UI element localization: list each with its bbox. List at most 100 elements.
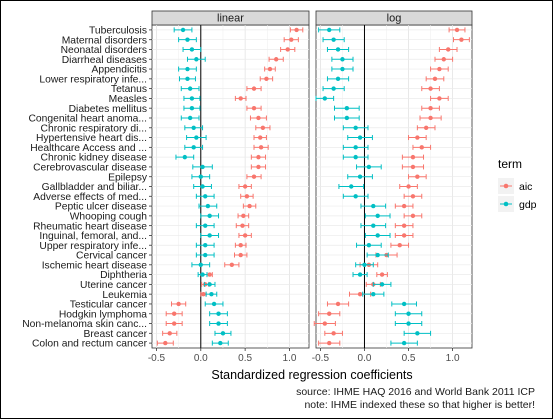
point-gdp <box>371 203 376 209</box>
legend-point-gdp <box>503 201 509 207</box>
x-tick-label-linear: 1.0 <box>283 353 297 364</box>
point-gdp <box>194 135 199 140</box>
point-aic <box>459 37 464 42</box>
point-gdp <box>209 291 214 297</box>
point-aic <box>401 233 407 238</box>
x-tick-label-log: 0.0 <box>358 353 372 364</box>
point-aic <box>419 145 424 150</box>
point-gdp <box>189 105 195 111</box>
legend-label-aic: aic <box>519 181 532 193</box>
category-label: Tetanus <box>111 84 147 95</box>
point-aic <box>207 272 212 277</box>
point-aic <box>241 213 246 219</box>
point-aic <box>397 243 402 248</box>
category-label: Breast cancer <box>83 329 147 340</box>
note-caption: note: IHME indexed these so that higher … <box>304 399 535 411</box>
point-aic <box>171 321 177 326</box>
x-tick-label-linear: 0.0 <box>194 353 208 364</box>
point-aic <box>401 223 407 228</box>
point-gdp <box>371 291 376 297</box>
point-aic <box>294 27 299 33</box>
category-label: Rheumatic heart disease <box>33 221 147 232</box>
point-gdp <box>191 125 196 130</box>
point-gdp <box>340 57 345 62</box>
point-aic <box>401 203 407 209</box>
point-gdp <box>344 105 350 111</box>
point-gdp <box>203 194 208 199</box>
point-gdp <box>185 66 190 72</box>
category-label: Diphtheria <box>100 270 147 281</box>
category-label: Upper respiratory infe... <box>39 241 147 252</box>
point-gdp <box>207 233 212 238</box>
point-aic <box>167 331 172 336</box>
category-label: Maternal disorders <box>62 35 147 46</box>
point-gdp <box>218 340 223 346</box>
category-label: Chronic respiratory di... <box>41 123 147 134</box>
strip-log <box>315 10 473 26</box>
x-axis-title: Standardized regression coefficients <box>211 368 412 382</box>
point-gdp <box>331 37 336 42</box>
point-aic <box>406 184 411 189</box>
point-aic <box>229 262 235 268</box>
point-aic <box>176 301 181 307</box>
point-gdp <box>331 86 336 91</box>
point-aic <box>251 86 257 91</box>
point-aic <box>267 66 273 72</box>
point-gdp <box>401 301 407 307</box>
x-tick-label-log: 1.0 <box>446 353 460 364</box>
point-aic <box>273 57 279 62</box>
category-label: Cervical cancer <box>76 251 148 262</box>
point-gdp <box>349 184 354 189</box>
point-gdp <box>357 272 363 277</box>
category-label: Hodgkin lymphoma <box>59 309 147 320</box>
point-aic <box>415 135 420 140</box>
point-gdp <box>366 164 372 170</box>
point-gdp <box>203 223 208 228</box>
point-aic <box>256 154 261 160</box>
point-aic <box>415 174 420 179</box>
point-gdp <box>220 331 226 336</box>
point-aic <box>258 135 263 140</box>
point-gdp <box>207 213 212 219</box>
category-label: Epilepsy <box>108 172 148 183</box>
x-tick-label-linear: -0.5 <box>148 353 166 364</box>
point-gdp <box>340 66 345 72</box>
category-label: Ischemic heart disease <box>42 260 148 271</box>
category-label: Non-melanoma skin canc... <box>22 319 147 330</box>
x-tick-label-linear: 0.5 <box>238 353 252 364</box>
point-gdp <box>353 154 358 160</box>
point-aic <box>357 291 363 297</box>
point-aic <box>251 174 257 179</box>
point-gdp <box>187 115 193 121</box>
point-aic <box>410 164 416 170</box>
category-label: Hypertensive heart dis... <box>36 133 147 144</box>
point-gdp <box>203 243 208 248</box>
point-gdp <box>200 164 205 170</box>
point-gdp <box>379 282 385 287</box>
category-label: Inguinal, femoral, and... <box>39 231 147 242</box>
point-aic <box>327 311 332 316</box>
point-aic <box>327 340 332 346</box>
source-caption: source: IHME HAQ 2016 and World Bank 201… <box>296 386 535 398</box>
point-aic <box>454 27 460 33</box>
category-label: Tuberculosis <box>89 25 147 36</box>
point-aic <box>437 96 442 101</box>
point-gdp <box>182 154 188 160</box>
point-aic <box>441 57 446 62</box>
legend-label-gdp: gdp <box>519 199 537 211</box>
point-gdp <box>216 311 221 316</box>
x-tick-label-log: -0.5 <box>312 353 330 364</box>
point-gdp <box>185 76 190 82</box>
point-aic <box>238 96 243 101</box>
point-gdp <box>362 262 367 268</box>
point-aic <box>437 66 442 72</box>
point-aic <box>258 145 264 150</box>
category-label: Neonatal disorders <box>61 45 147 56</box>
point-gdp <box>344 115 350 121</box>
point-aic <box>428 115 433 121</box>
point-gdp <box>189 96 195 101</box>
point-gdp <box>185 37 190 42</box>
point-aic <box>256 115 261 121</box>
category-label: Healthcare Access and ... <box>30 143 147 154</box>
